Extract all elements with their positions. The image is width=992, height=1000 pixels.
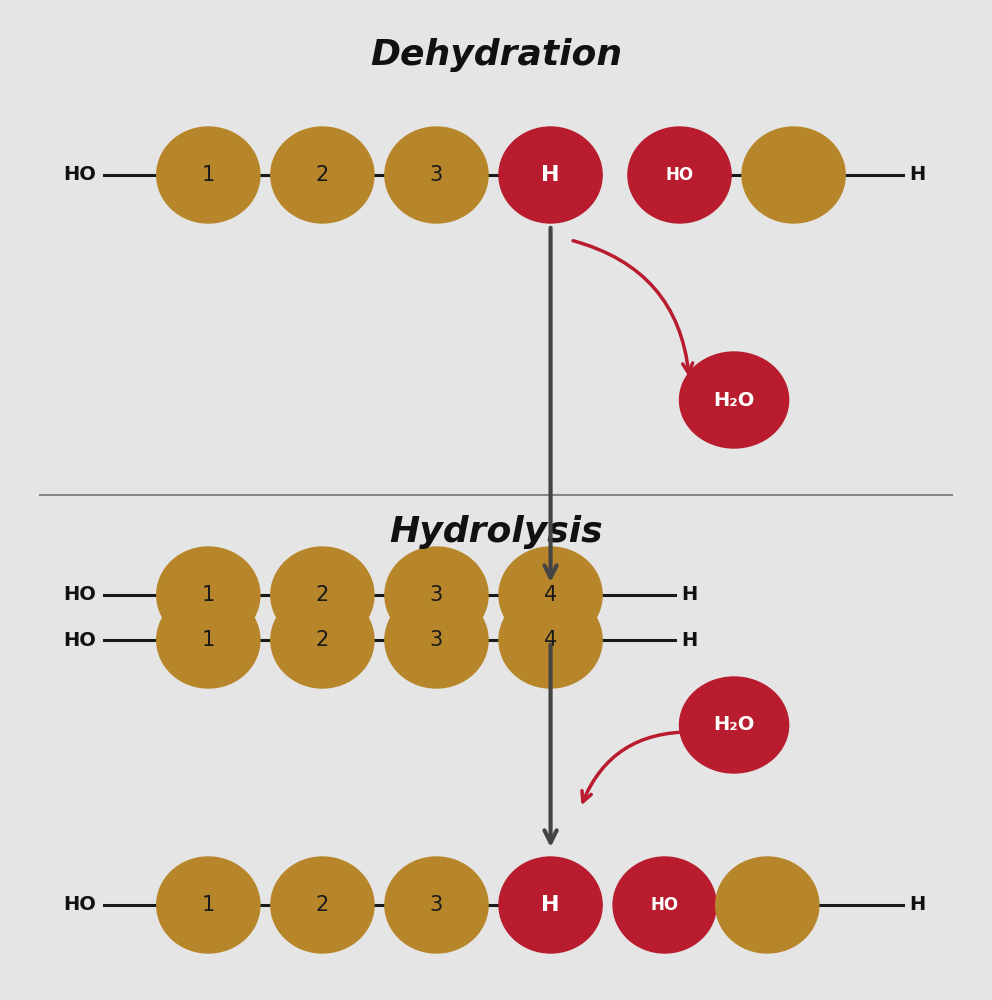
- Text: HO: HO: [666, 166, 693, 184]
- Text: HO: HO: [62, 165, 96, 184]
- Ellipse shape: [157, 857, 260, 953]
- Ellipse shape: [271, 592, 374, 688]
- Text: 4: 4: [544, 630, 558, 650]
- Text: H: H: [682, 585, 697, 604]
- Ellipse shape: [271, 857, 374, 953]
- Ellipse shape: [499, 547, 602, 643]
- Text: 2: 2: [315, 585, 329, 605]
- Ellipse shape: [385, 547, 488, 643]
- Text: 1: 1: [201, 895, 215, 915]
- Text: H: H: [910, 896, 926, 914]
- Ellipse shape: [680, 352, 789, 448]
- Text: 1: 1: [201, 165, 215, 185]
- Ellipse shape: [157, 547, 260, 643]
- Text: 3: 3: [430, 895, 443, 915]
- Text: Hydrolysis: Hydrolysis: [389, 515, 603, 549]
- Ellipse shape: [499, 592, 602, 688]
- Ellipse shape: [271, 127, 374, 223]
- Ellipse shape: [385, 592, 488, 688]
- Ellipse shape: [499, 127, 602, 223]
- Ellipse shape: [157, 592, 260, 688]
- Ellipse shape: [628, 127, 731, 223]
- Text: H: H: [542, 165, 559, 185]
- Text: HO: HO: [62, 896, 96, 914]
- Text: H: H: [542, 895, 559, 915]
- Text: H: H: [910, 165, 926, 184]
- Text: 3: 3: [430, 585, 443, 605]
- Ellipse shape: [716, 857, 819, 953]
- Ellipse shape: [385, 127, 488, 223]
- Text: H₂O: H₂O: [713, 390, 755, 410]
- Text: 1: 1: [201, 585, 215, 605]
- Ellipse shape: [157, 127, 260, 223]
- Text: 2: 2: [315, 165, 329, 185]
- Ellipse shape: [499, 857, 602, 953]
- Text: 4: 4: [544, 585, 558, 605]
- Text: Dehydration: Dehydration: [370, 38, 622, 72]
- Ellipse shape: [680, 677, 789, 773]
- Ellipse shape: [613, 857, 716, 953]
- Ellipse shape: [742, 127, 845, 223]
- Text: H₂O: H₂O: [713, 716, 755, 734]
- Text: HO: HO: [651, 896, 679, 914]
- Text: 2: 2: [315, 895, 329, 915]
- Text: H: H: [682, 631, 697, 650]
- Text: HO: HO: [62, 585, 96, 604]
- Text: 1: 1: [201, 630, 215, 650]
- Text: 2: 2: [315, 630, 329, 650]
- Text: HO: HO: [62, 631, 96, 650]
- Text: 3: 3: [430, 630, 443, 650]
- Ellipse shape: [385, 857, 488, 953]
- Text: 3: 3: [430, 165, 443, 185]
- Ellipse shape: [271, 547, 374, 643]
